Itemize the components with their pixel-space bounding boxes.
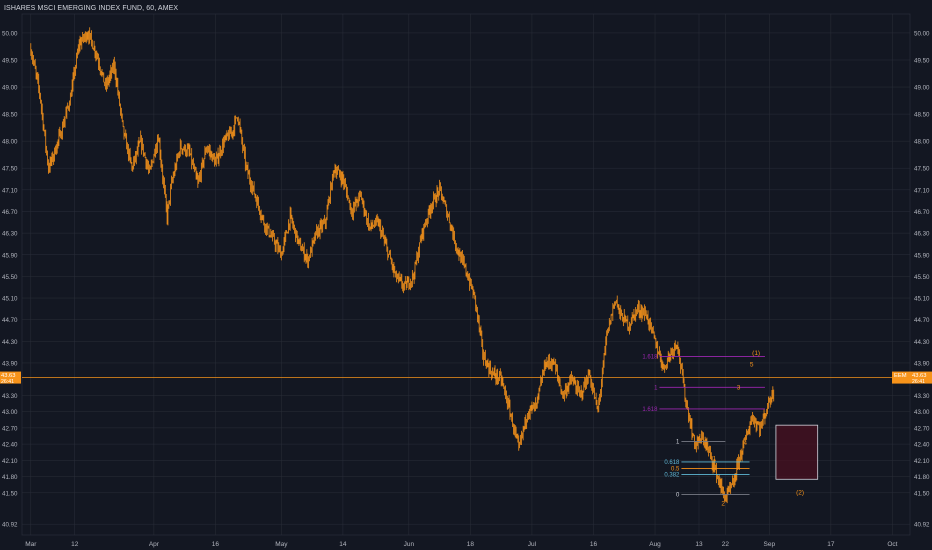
x-tick-label: 18	[467, 541, 475, 548]
last-price-tag-left-text: 43.63	[1, 373, 16, 379]
y-tick-label-left: 43.30	[2, 393, 18, 400]
y-tick-label-right: 45.50	[914, 274, 930, 281]
y-tick-label-right: 43.90	[914, 360, 930, 367]
y-tick-label-left: 41.80	[2, 474, 18, 481]
symbol-tag: EEM	[894, 373, 907, 379]
fib-retracement-label: 0	[676, 492, 680, 498]
fib-retracement-label: 0.5	[671, 466, 680, 472]
y-tick-label-left: 48.50	[2, 112, 18, 119]
y-tick-label-right: 41.80	[914, 474, 930, 481]
y-tick-label-left: 47.50	[2, 166, 18, 173]
fib-retracement-label: 0.618	[664, 460, 680, 466]
y-tick-label-right: 46.30	[914, 231, 930, 238]
last-price-tag-left	[0, 371, 21, 384]
wave-label: 1	[713, 456, 717, 463]
y-tick-label-left: 43.00	[2, 409, 18, 416]
y-tick-label-right: 43.00	[914, 409, 930, 416]
last-price-tag-right-text: 43.63	[912, 373, 927, 379]
y-tick-label-left: 46.30	[2, 231, 18, 238]
y-tick-label-right: 44.30	[914, 339, 930, 346]
y-tick-label-left: 42.10	[2, 458, 18, 465]
wave-label: (1)	[752, 350, 760, 357]
x-tick-label: Aug	[649, 541, 661, 548]
wave-label: (2)	[796, 489, 804, 496]
y-tick-label-right: 42.70	[914, 425, 930, 432]
x-tick-label: Sep	[764, 541, 776, 548]
y-tick-label-right: 49.50	[914, 57, 930, 64]
y-tick-label-left: 47.10	[2, 187, 18, 194]
x-tick-label: 16	[590, 541, 598, 548]
y-tick-label-right: 49.00	[914, 85, 930, 92]
y-tick-label-right: 48.00	[914, 139, 930, 146]
y-tick-label-left: 44.70	[2, 317, 18, 324]
fib-extension-label: 1.618	[642, 354, 658, 360]
x-tick-label: 14	[339, 541, 347, 548]
last-price-tag-right	[892, 371, 932, 384]
x-tick-label: 17	[827, 541, 835, 548]
y-tick-label-left: 50.00	[2, 30, 18, 37]
target-zone-box	[775, 424, 819, 480]
y-tick-label-left: 40.92	[2, 522, 18, 529]
y-tick-label-right: 48.50	[914, 112, 930, 119]
y-tick-label-left: 44.30	[2, 339, 18, 346]
x-tick-label: May	[275, 541, 288, 548]
plot-frame	[21, 13, 911, 536]
y-tick-label-right: 45.90	[914, 252, 930, 259]
y-tick-label-right: 46.70	[914, 209, 930, 216]
y-tick-label-right: 40.92	[914, 522, 930, 529]
y-tick-label-right: 47.50	[914, 166, 930, 173]
x-tick-label: 22	[722, 541, 730, 548]
y-tick-label-left: 45.90	[2, 252, 18, 259]
x-tick-label: Apr	[149, 541, 160, 548]
countdown-left: 26:41	[1, 379, 14, 385]
x-tick-label: Jul	[528, 541, 537, 548]
x-tick-label: 16	[212, 541, 220, 548]
x-tick-label: Oct	[887, 541, 897, 548]
fib-retracement-label: 0.382	[664, 472, 680, 478]
y-tick-label-left: 42.70	[2, 425, 18, 432]
y-tick-label-right: 42.10	[914, 458, 930, 465]
y-tick-label-left: 41.50	[2, 490, 18, 497]
y-tick-label-left: 43.90	[2, 360, 18, 367]
y-tick-label-right: 50.00	[914, 30, 930, 37]
y-tick-label-right: 43.30	[914, 393, 930, 400]
x-tick-label: 12	[71, 541, 79, 548]
wave-label: 2	[721, 501, 725, 508]
fib-extension-label: 1	[654, 385, 658, 391]
wave-label: 4	[743, 440, 747, 447]
y-tick-label-left: 48.00	[2, 139, 18, 146]
y-tick-label-right: 47.10	[914, 187, 930, 194]
chart-title: ISHARES MSCI EMERGING INDEX FUND, 60, AM…	[4, 5, 179, 12]
wave-label: 5	[750, 362, 754, 369]
y-tick-label-left: 49.00	[2, 85, 18, 92]
y-tick-label-left: 42.40	[2, 442, 18, 449]
x-tick-label: Jun	[404, 541, 415, 548]
fib-extension-label: 1.618	[642, 407, 658, 413]
fib-extension-label: 1	[676, 439, 680, 445]
y-tick-label-left: 45.50	[2, 274, 18, 281]
y-tick-label-right: 42.40	[914, 442, 930, 449]
x-tick-label: Mar	[25, 541, 37, 548]
x-tick-label: 13	[695, 541, 703, 548]
y-tick-label-left: 49.50	[2, 57, 18, 64]
countdown-right: 26:41	[912, 379, 925, 385]
y-tick-label-left: 46.70	[2, 209, 18, 216]
y-tick-label-right: 45.10	[914, 296, 930, 303]
y-tick-label-right: 44.70	[914, 317, 930, 324]
y-tick-label-left: 45.10	[2, 296, 18, 303]
y-tick-label-right: 41.50	[914, 490, 930, 497]
wave-label: 3	[737, 384, 741, 391]
